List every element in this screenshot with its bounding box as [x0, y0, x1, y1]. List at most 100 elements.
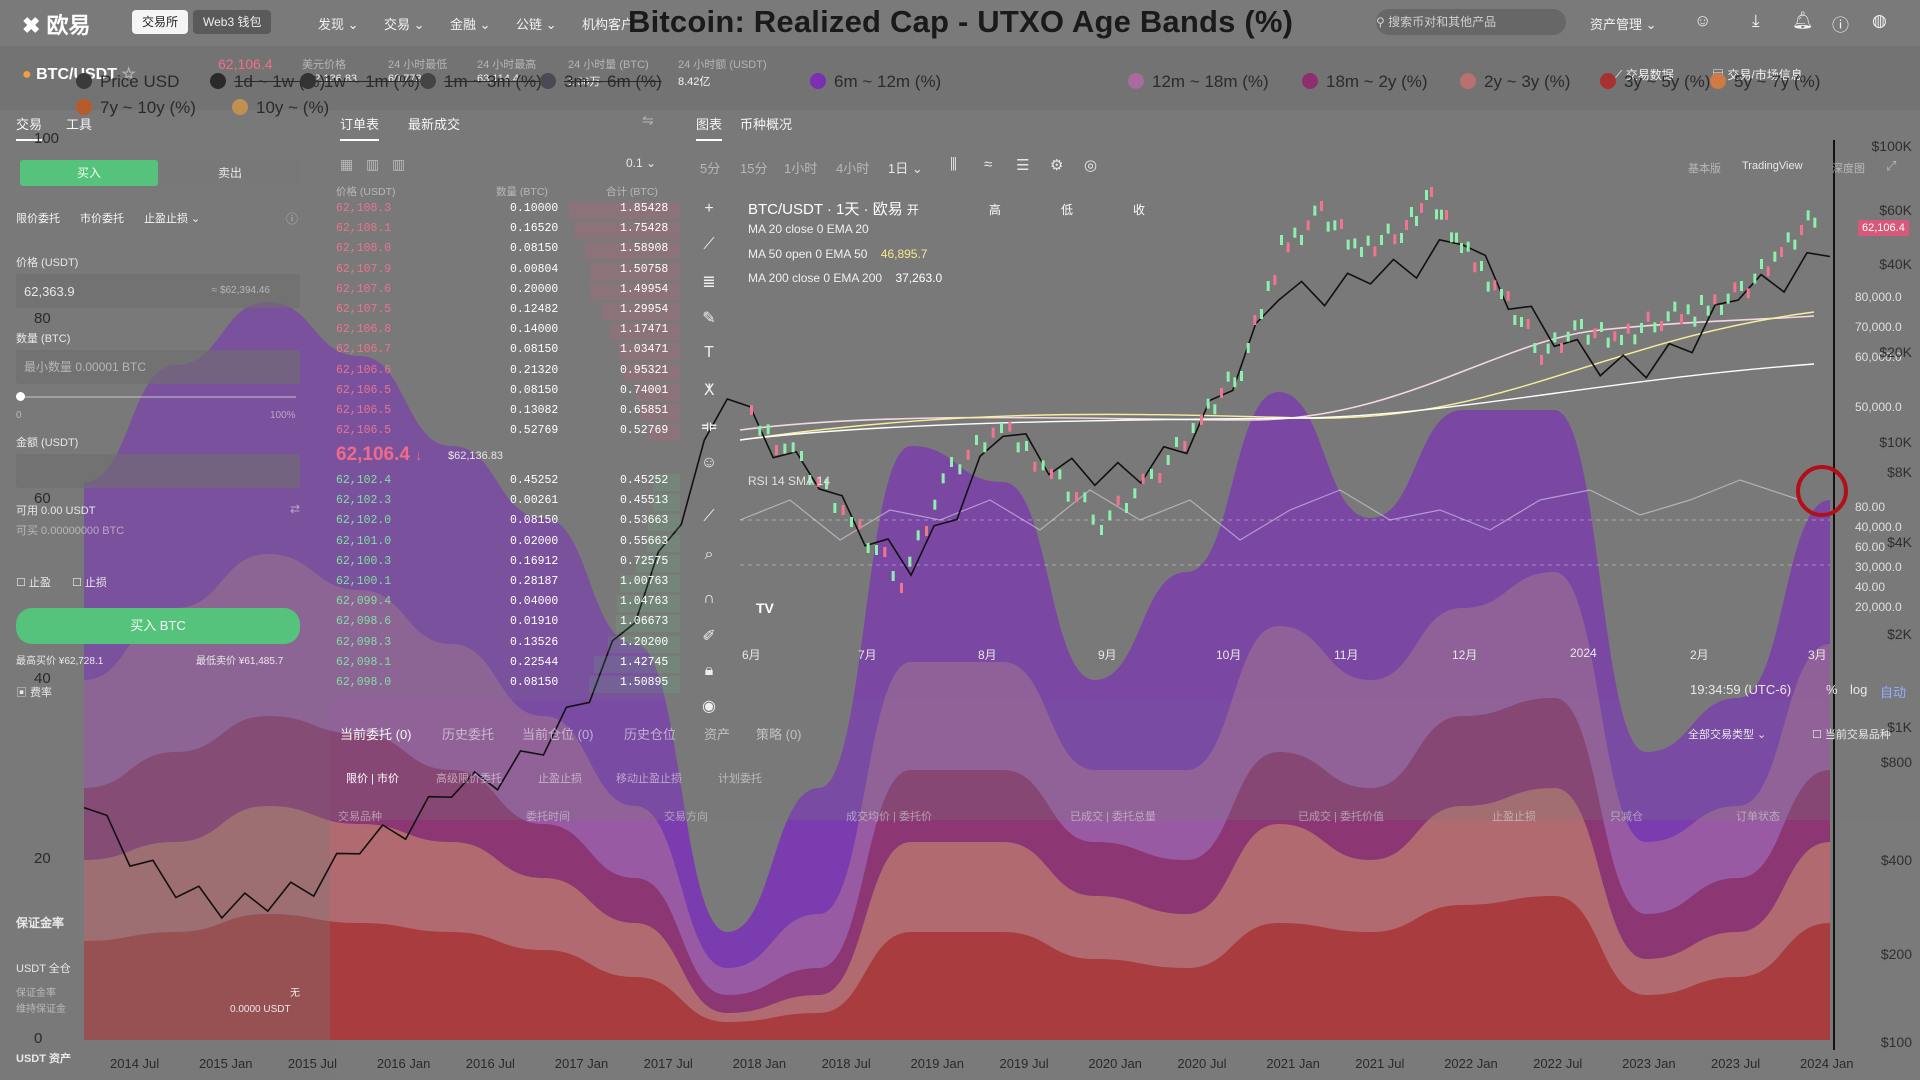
nav-discover[interactable]: 发现 ⌄ — [318, 17, 359, 32]
sell-tab-button[interactable]: 卖出 — [160, 160, 300, 186]
legend-item[interactable]: 1w ~ 1m (%) — [300, 72, 420, 92]
order-filter-select[interactable]: 全部交易类型 ⌄ — [1688, 729, 1767, 741]
layout-asks-icon[interactable]: ▥ — [392, 156, 406, 172]
layout-bids-icon[interactable]: ▥ — [366, 156, 380, 172]
download-icon[interactable]: ⤓ — [1752, 11, 1760, 30]
order-type-market[interactable]: 市价委托 — [80, 213, 124, 225]
buy-btc-button[interactable]: 买入 BTC — [16, 608, 300, 644]
info-icon[interactable]: ⓘ — [286, 212, 299, 226]
list-icon[interactable]: ☰ — [1016, 157, 1030, 174]
interval-1d[interactable]: 1日 ⌄ — [888, 161, 923, 176]
user-icon[interactable]: ☺ — [1694, 11, 1712, 30]
interval-4h[interactable]: 4小时 — [836, 161, 870, 176]
order-type-limit[interactable]: 限价委托 — [16, 213, 60, 225]
interval-15m[interactable]: 15分 — [740, 161, 768, 176]
qty-slider-handle[interactable] — [16, 392, 25, 401]
price-step-select[interactable]: 0.1 ⌄ — [626, 156, 657, 170]
mode-depth[interactable]: 深度图 — [1832, 163, 1865, 175]
ask-price[interactable]: 62,106.6 — [336, 363, 392, 377]
okx-logo[interactable]: ✖ 欧易 — [22, 13, 91, 38]
nav-trade[interactable]: 交易 ⌄ — [384, 17, 425, 32]
order-tab[interactable]: 当前委托 (0) — [340, 727, 412, 742]
qty-input[interactable]: 最小数量 0.00001 BTC — [16, 350, 300, 384]
ask-price[interactable]: 62,107.5 — [336, 303, 392, 316]
log-toggle[interactable]: log — [1850, 682, 1868, 697]
bid-price[interactable]: 62,100.1 — [336, 575, 392, 588]
globe-icon[interactable]: ◍ — [1872, 11, 1887, 30]
bid-price[interactable]: 62,100.3 — [336, 554, 392, 568]
order-subtab[interactable]: 高级限价委托 — [436, 773, 502, 785]
legend-item[interactable]: 2y ~ 3y (%) — [1460, 72, 1570, 92]
exchange-pill[interactable]: 交易所 — [132, 10, 189, 34]
legend-item[interactable]: 5y ~ 7y (%) — [1710, 72, 1820, 92]
percent-toggle[interactable]: % — [1826, 682, 1838, 697]
order-subtab[interactable]: 计划委托 — [718, 773, 762, 785]
zoom-icon[interactable]: ⌕ — [704, 546, 714, 563]
ask-price[interactable]: 62,107.9 — [336, 262, 392, 276]
trade-data-link[interactable]: ⟋ 交易数据 — [1614, 68, 1674, 82]
pencil-icon[interactable]: ✐ — [702, 628, 716, 645]
bid-price[interactable]: 62,102.4 — [336, 474, 392, 487]
bid-price[interactable]: 62,101.0 — [336, 534, 392, 548]
nav-chain[interactable]: 公链 ⌄ — [516, 17, 557, 32]
legend-item[interactable]: 7y ~ 10y (%) — [76, 98, 196, 118]
ask-price[interactable]: 62,106.8 — [336, 323, 392, 337]
order-subtab[interactable]: 移动止盈止损 — [616, 773, 682, 785]
auto-toggle[interactable]: 自动 — [1880, 685, 1907, 700]
magnet-icon[interactable]: ∩ — [703, 590, 715, 607]
measure-icon[interactable]: ⟋ — [703, 508, 715, 525]
interval-1h[interactable]: 1小时 — [784, 161, 818, 176]
tab-recent-trades[interactable]: 最新成交 — [408, 117, 461, 132]
current-only-checkbox[interactable]: ☐ 当前交易品种 — [1812, 729, 1891, 741]
order-tab[interactable]: 策略 (0) — [756, 727, 802, 742]
eye-icon[interactable]: ◉ — [702, 698, 716, 715]
legend-item[interactable]: 12m ~ 18m (%) — [1128, 72, 1269, 92]
candle-type-icon[interactable]: ⫼ — [950, 156, 957, 173]
buy-tab-button[interactable]: 买入 — [20, 160, 158, 186]
lock-icon[interactable]: 🔒︎ — [704, 662, 714, 679]
order-tab[interactable]: 资产 — [704, 727, 731, 742]
nav-finance[interactable]: 金融 ⌄ — [450, 17, 491, 32]
web3-wallet-pill[interactable]: Web3 钱包 — [193, 10, 272, 34]
order-subtab[interactable]: 止盈止损 — [538, 773, 582, 785]
settings-icon[interactable]: ⇋ — [642, 112, 654, 128]
legend-item[interactable]: 3m ~ 6m (%) — [540, 72, 662, 92]
legend-item[interactable]: 10y ~ (%) — [232, 98, 329, 118]
price-input[interactable]: 62,363.9 ≈ $62,394.46 — [16, 274, 300, 308]
bid-price[interactable]: 62,098.1 — [336, 655, 392, 669]
order-tab[interactable]: 当前仓位 (0) — [522, 727, 594, 742]
text-icon[interactable]: T — [704, 344, 714, 361]
bell-icon[interactable]: 🔔︎ — [1792, 11, 1814, 30]
help-icon[interactable]: ⓘ — [1832, 16, 1849, 35]
transfer-icon[interactable]: ⇄ — [290, 502, 301, 516]
tab-chart[interactable]: 图表 — [696, 114, 723, 141]
legend-item[interactable]: 18m ~ 2y (%) — [1302, 72, 1428, 92]
order-tab[interactable]: 历史仓位 — [624, 727, 677, 742]
mode-basic[interactable]: 基本版 — [1688, 163, 1721, 175]
bid-price[interactable]: 62,102.3 — [336, 494, 392, 508]
nav-institutional[interactable]: 机构客户 — [582, 17, 635, 32]
interval-5m[interactable]: 5分 — [700, 161, 721, 176]
brush-icon[interactable]: ✎ — [702, 310, 716, 327]
order-type-tpsl[interactable]: 止盈止损 ⌄ — [144, 213, 201, 225]
bid-price[interactable]: 62,098.0 — [336, 676, 392, 689]
ask-price[interactable]: 62,106.5 — [336, 424, 392, 438]
ask-price[interactable]: 62,107.6 — [336, 282, 392, 296]
emoji-icon[interactable]: ☺ — [700, 454, 718, 471]
tab-coin-overview[interactable]: 币种概况 — [740, 117, 793, 132]
amount-input[interactable] — [16, 454, 300, 488]
trendline-icon[interactable]: ⟋ — [703, 236, 715, 253]
legend-item[interactable]: Price USD — [76, 72, 179, 92]
ask-price[interactable]: 62,106.5 — [336, 383, 392, 397]
legend-item[interactable]: 1m ~ 3m (%) — [420, 72, 542, 92]
ask-price[interactable]: 62,108.1 — [336, 222, 392, 236]
nav-assets[interactable]: 资产管理 ⌄ — [1590, 17, 1657, 32]
gear-icon[interactable]: ⚙ — [1050, 157, 1064, 174]
ruler-icon[interactable]: ⟚ — [701, 418, 717, 435]
mode-tradingview[interactable]: TradingView — [1742, 160, 1803, 172]
fib-icon[interactable]: ≣ — [702, 274, 716, 291]
legend-item[interactable]: 3y ~ 5y (%) — [1600, 72, 1710, 92]
legend-item[interactable]: 6m ~ 12m (%) — [810, 72, 941, 92]
take-profit-checkbox[interactable]: ☐ 止盈 — [16, 577, 51, 589]
search-input[interactable]: ⚲ 搜索币对和其他产品 — [1376, 9, 1566, 35]
